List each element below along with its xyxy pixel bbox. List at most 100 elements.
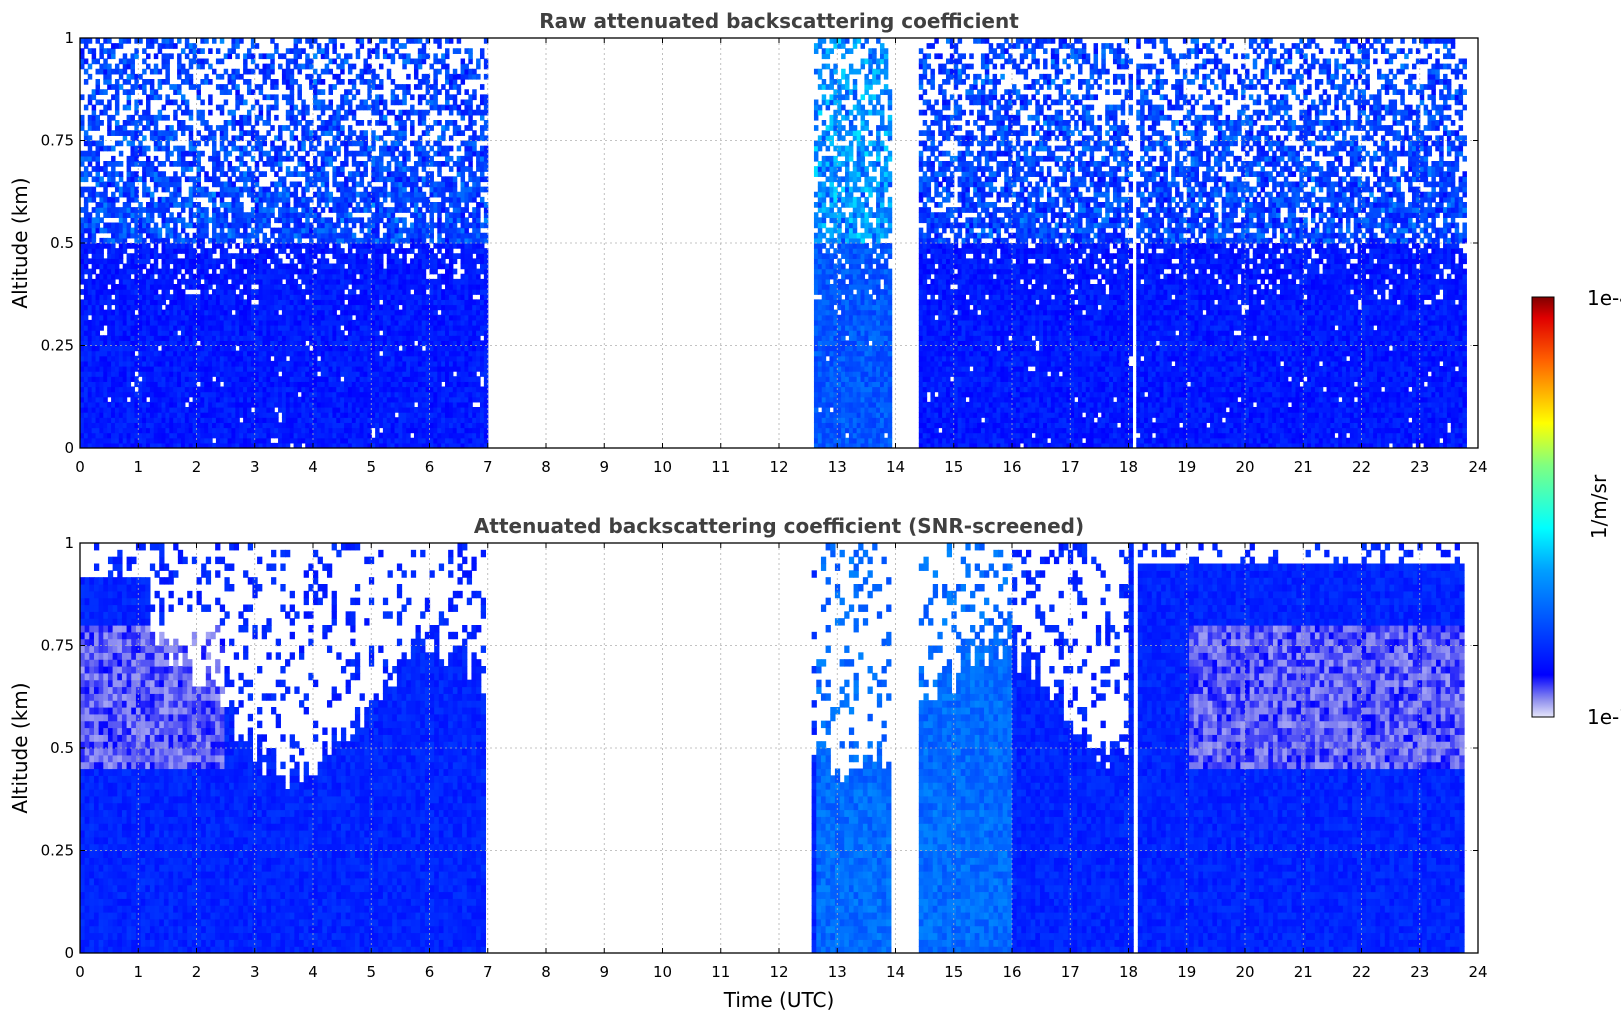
heat-cell [309,412,314,418]
heat-cell [270,350,275,357]
heat-cell [246,401,252,408]
heat-cell [347,53,353,60]
heat-cell [142,330,147,336]
heat-cell [336,135,341,142]
heat-cell [278,366,283,372]
heat-cell [239,217,244,224]
heat-cell [177,186,182,193]
heat-cell [390,422,396,429]
heat-cell [270,202,275,208]
heat-cell [126,191,132,198]
heat-cell [204,330,209,336]
heat-cell [375,243,380,249]
heat-cell [215,294,221,300]
heat-cell [305,319,310,326]
heat-cell [95,422,101,429]
heat-cell [274,114,279,121]
heat-cell [87,171,93,177]
heat-cell [107,299,112,306]
heat-cell [367,79,372,85]
heat-cell [219,130,225,136]
heat-cell [95,181,101,188]
heat-cell [324,263,330,270]
heat-cell [359,401,365,408]
heat-cell [107,84,112,90]
heat-cell [227,396,233,403]
heat-cell [219,309,225,316]
heat-cell [332,84,337,90]
heat-cell [386,381,392,388]
heat-cell [347,186,353,193]
heat-cell [161,263,167,270]
heat-cell [328,376,334,382]
heat-cell [99,391,104,398]
heat-cell [355,371,361,377]
heat-cell [363,68,368,75]
heat-cell [215,125,221,131]
heat-cell [375,366,380,372]
heat-cell [367,350,372,357]
heat-cell [219,89,225,95]
heat-cell [367,207,372,213]
heat-cell [359,396,365,403]
heat-cell [83,222,89,229]
heat-cell [274,48,279,54]
heat-cell [146,345,151,352]
heat-cell [153,294,159,300]
heat-cell [375,340,380,347]
heat-cell [285,360,291,367]
heat-cell [118,319,124,326]
heat-cell [130,278,135,285]
heat-cell [196,140,201,147]
heat-cell [177,319,182,326]
heat-cell [80,396,85,403]
heat-cell [107,263,112,270]
heat-cell [243,314,248,321]
heat-cell [347,422,353,429]
heat-cell [126,243,132,249]
heat-cell [301,273,306,280]
heat-cell [305,407,310,413]
heat-cell [200,335,205,341]
heat-cell [208,248,213,254]
heat-cell [379,186,384,193]
heat-cell [243,360,248,367]
heat-cell [235,391,240,398]
heat-cell [344,422,349,429]
heat-cell [285,268,291,275]
heat-cell [254,319,260,326]
heat-cell [169,217,174,224]
heat-cell [107,202,112,208]
heat-cell [227,237,233,244]
heat-cell [336,335,341,341]
heat-cell [91,314,97,321]
heat-cell [390,150,396,157]
heat-cell [204,386,209,393]
heat-cell [173,412,178,418]
heat-cell [227,120,233,126]
heat-cell [313,396,318,403]
heat-cell [285,401,291,408]
heat-cell [379,401,384,408]
heat-cell [382,212,388,218]
heat-cell [340,366,345,372]
heat-cell [301,427,306,434]
heat-cell [146,145,151,152]
heat-cell [157,145,163,152]
heat-cell [142,319,147,326]
heat-cell [227,437,233,444]
heat-cell [180,381,186,388]
heat-cell [278,325,283,331]
heat-cell [340,171,345,177]
heat-cell [149,278,155,285]
heat-cell [91,278,97,285]
heat-cell [111,427,116,434]
heat-cell [351,427,357,434]
heat-cell [246,273,252,280]
heat-cell [134,217,139,224]
heat-cell [99,109,104,116]
heat-cell [266,432,271,439]
heat-cell [285,243,291,249]
heat-cell [305,53,310,60]
heat-cell [188,284,194,290]
